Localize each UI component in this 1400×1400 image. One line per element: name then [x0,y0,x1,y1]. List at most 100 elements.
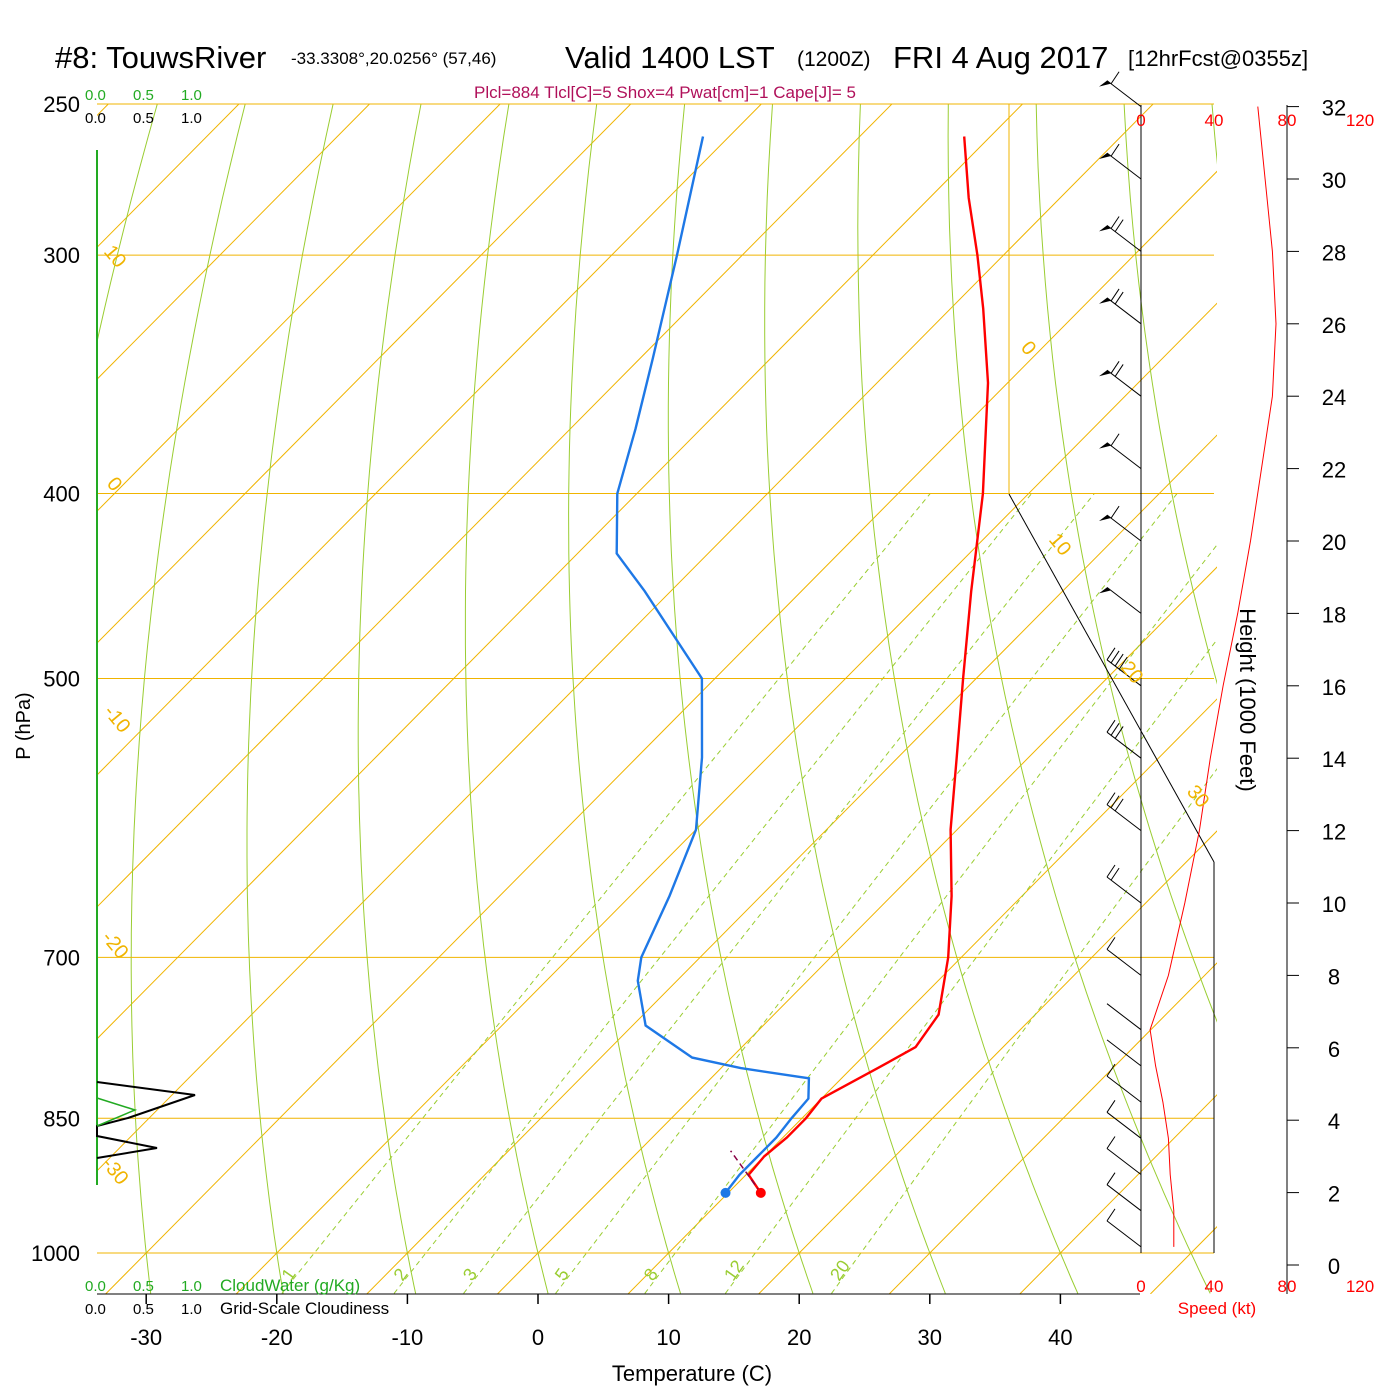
wind-barb-feather [1110,505,1120,519]
isotherm-line [366,434,1217,1294]
isotherm-label: 30 [1182,781,1213,812]
pressure-tick-label: 1000 [31,1241,80,1266]
wind-barb-flag [1099,370,1111,377]
dry-adiabat-line [97,104,158,345]
isotherm-line [97,104,240,249]
wind-barb-flag [1099,442,1111,449]
wind-barb-feather [1110,795,1120,808]
height-tick-label: 30 [1322,168,1346,193]
cloud-water-tick-top: 0.5 [133,87,154,104]
dry-adiabat-line [667,104,814,1294]
cloudiness-tick-bottom: 1.0 [181,1301,202,1318]
dry-adiabat-lines [97,70,1400,1294]
cloudiness-tick-top: 0.5 [133,110,154,127]
wind-barb-feather [1106,719,1116,733]
mixing-ratio-label: 3 [459,1265,481,1285]
wind-barb-feather [1114,219,1124,232]
speed-tick-bottom: 0 [1136,1277,1145,1296]
mixing-ratio-line [724,638,1217,1294]
height-axis-title: Height (1000 Feet) [1235,608,1260,791]
dry-adiabat-line [1296,70,1400,1293]
height-tick-label: 8 [1328,964,1340,989]
mixing-ratio-line [555,493,1178,1294]
dewpoint-trace [615,136,811,1194]
wind-barb [1106,949,1142,976]
height-tick-label: 32 [1322,96,1346,121]
cloud-water-label: CloudWater (g/Kg) [220,1276,360,1295]
cloud-water-tick-bottom: 0.5 [133,1278,154,1295]
isotherm-line [97,104,501,512]
wind-barb-feather [1110,723,1120,736]
dry-adiabat-line [1123,104,1217,685]
x-tick-label: -10 [392,1325,424,1350]
wind-barb [1106,514,1142,542]
isotherm-line [97,104,370,380]
isotherm-label: 0 [1016,337,1040,360]
stability-indices: Plcl=884 Tlcl[C]=5 Shox=4 Pwat[cm]=1 Cap… [474,83,856,102]
dry-adiabat-line [568,104,681,1294]
wind-barb-feather [1110,361,1120,374]
forecast-date: FRI 4 Aug 2017 [893,40,1108,75]
isotherm-label: 0 [102,473,126,496]
speed-tick-top: 40 [1205,111,1224,130]
speed-tick-top: 120 [1346,111,1374,130]
isotherm-line [627,698,1217,1294]
wind-barb-feather [1110,433,1120,446]
plot-frame [96,103,1215,1304]
cloud-water-tick-top: 1.0 [181,87,202,104]
height-tick-label: 10 [1322,892,1346,917]
isotherm-label: -10 [99,701,134,737]
wind-barb-feather [1114,291,1124,305]
speed-tick-bottom: 120 [1346,1277,1374,1296]
mixing-ratio-label: 20 [826,1256,854,1284]
wind-panel-edge [1008,493,1215,863]
cloudiness-tick-top: 0.0 [85,110,106,127]
speed-tick-bottom: 40 [1205,1277,1224,1296]
wind-barb-flag [1099,225,1111,232]
station-title: #8: TouwsRiver [55,40,266,75]
wind-barb-flag [1099,587,1111,594]
wind-barb [1106,369,1142,397]
x-tick-label: 0 [532,1325,544,1350]
wind-barb-feather [1114,364,1124,377]
sounding-traces [615,136,990,1198]
isotherm-line [235,302,1217,1294]
wind-barb-feather [1106,647,1116,661]
isotherm-line [97,104,893,908]
wind-barb [1106,804,1142,831]
wind-barb-feather [1114,653,1124,667]
isotherm-line [497,566,1217,1294]
wind-barb-feather [1106,1063,1116,1077]
dry-adiabat-line [1383,70,1400,1293]
height-tick-label: 20 [1322,530,1346,555]
height-tick-label: 24 [1322,385,1346,410]
wind-barb [1106,152,1142,180]
mixing-ratio-line [463,493,1095,1294]
pressure-tick-label: 250 [43,92,80,117]
wind-barb-feather [1106,937,1116,950]
cloudiness-tick-bottom: 0.0 [85,1301,106,1318]
x-axis-title: Temperature (C) [612,1361,772,1386]
wind-barb [1106,1220,1142,1248]
wind-barb [1106,1148,1142,1175]
isotherm-line [105,170,1217,1294]
wind-barb [1106,80,1142,107]
speed-tick-top: 80 [1278,111,1297,130]
dry-adiabat-line [857,104,1079,1294]
wind-barb [1106,1039,1142,1067]
wind-barb-feather [1118,656,1128,670]
x-tick-label: -20 [261,1325,293,1350]
isotherm-line [97,104,1023,1040]
cloudiness-tick-bottom: 0.5 [133,1301,154,1318]
height-tick-label: 4 [1328,1109,1340,1134]
wind-barb-feather [1106,1172,1116,1185]
wind-panel [1099,71,1299,1294]
height-tick-label: 2 [1328,1182,1340,1207]
temperature-trace [747,136,990,1194]
wind-barb-feather [1110,216,1120,229]
dry-adiabat-line [764,104,946,1294]
isotherm-lines [97,104,1217,1294]
height-tick-label: 26 [1322,313,1346,338]
speed-axis-label: Speed (kt) [1178,1299,1256,1318]
surface-dewpoint-dot [720,1187,731,1198]
